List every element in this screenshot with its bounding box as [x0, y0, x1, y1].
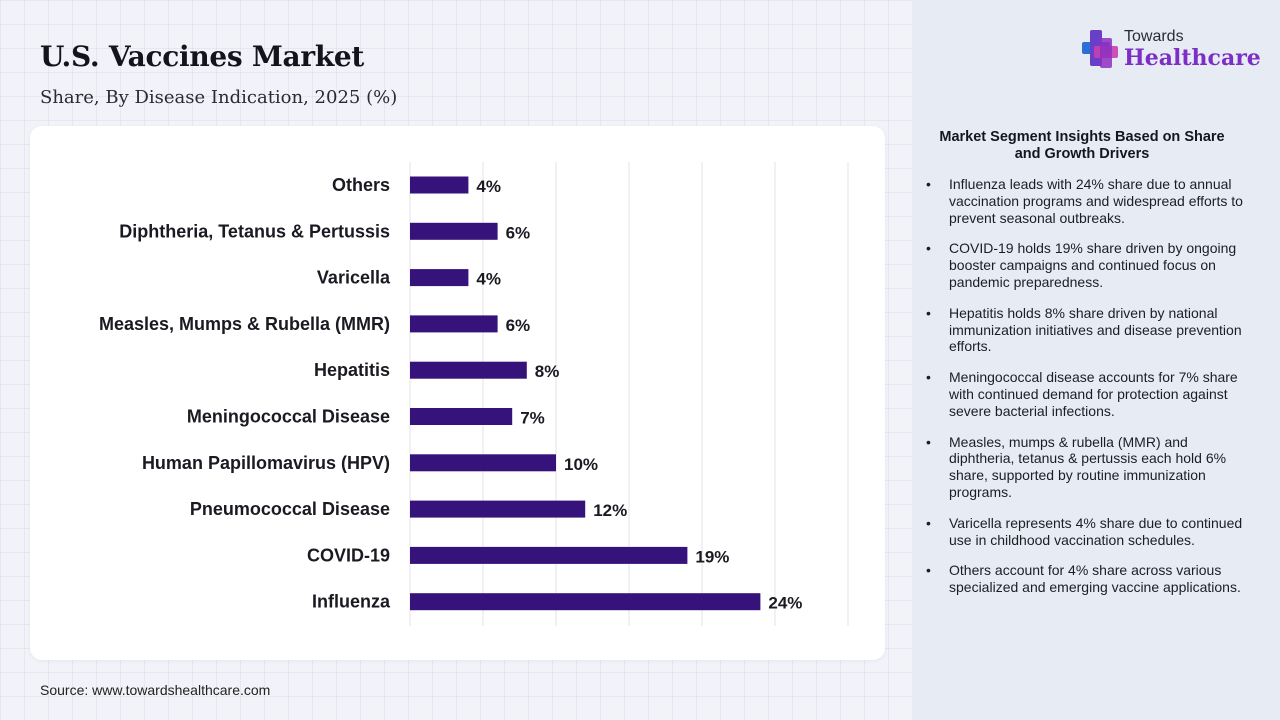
- bar: [410, 454, 556, 472]
- insight-text: Varicella represents 4% share due to con…: [949, 514, 1243, 548]
- insight-item: • Others account for 4% share across vari…: [922, 562, 1250, 596]
- category-label: Measles, Mumps & Rubella (MMR): [99, 314, 390, 334]
- bar-chart: Others 4% Diphtheria, Tetanus & Pertussis 6…: [99, 162, 849, 626]
- insight-item: • Measles, mumps & rubella (MMR) and diph…: [922, 434, 1250, 501]
- insight-item: • COVID-19 holds 19% share driven by ongo…: [922, 240, 1250, 290]
- insight-item: • Influenza leads with 24% share due to a…: [922, 176, 1250, 226]
- category-label: COVID-19: [307, 545, 390, 565]
- logo-text-bottom: Healthcare: [1124, 45, 1261, 71]
- bullet-icon: •: [926, 304, 931, 321]
- insight-item: • Meningococcal disease accounts for 7% s…: [922, 369, 1250, 419]
- insight-text: COVID-19 holds 19% share driven by ongoi…: [949, 240, 1237, 290]
- value-label: 10%: [564, 455, 598, 474]
- bar: [410, 361, 527, 379]
- bullet-icon: •: [926, 562, 931, 579]
- bar: [410, 222, 498, 240]
- value-label: 8%: [535, 362, 560, 381]
- insights-list: • Influenza leads with 24% share due to a…: [922, 176, 1250, 610]
- bar: [410, 408, 513, 425]
- value-label: 4%: [476, 270, 501, 289]
- page-title: U.S. Vaccines Market: [40, 40, 365, 73]
- insight-text: Hepatitis holds 8% share driven by natio…: [949, 304, 1242, 355]
- insight-text: Meningococcal disease accounts for 7% sh…: [949, 369, 1238, 419]
- category-label: Others: [332, 175, 390, 195]
- value-label: 7%: [520, 409, 545, 428]
- category-label: Human Papillomavirus (HPV): [142, 453, 390, 473]
- insight-text: Others account for 4% share across vario…: [949, 562, 1241, 596]
- value-label: 6%: [506, 223, 531, 242]
- bar: [410, 269, 469, 287]
- bar: [410, 315, 498, 333]
- page-subtitle: Share, By Disease Indication, 2025 (%): [40, 87, 398, 108]
- insights-panel: [912, 0, 1280, 720]
- insight-item: • Varicella represents 4% share due to co…: [922, 515, 1250, 549]
- category-label: Pneumococcal Disease: [190, 499, 390, 519]
- bullet-icon: •: [926, 176, 931, 192]
- bullet-icon: •: [926, 240, 931, 257]
- value-label: 6%: [506, 316, 531, 335]
- value-label: 12%: [593, 501, 627, 520]
- insight-text: Measles, mumps & rubella (MMR) and dipht…: [949, 433, 1227, 500]
- brand-logo: Towards Healthcare: [1080, 28, 1261, 78]
- source-note: Source: www.towardshealthcare.com: [40, 682, 271, 698]
- bar: [410, 500, 586, 518]
- category-label: Meningococcal Disease: [187, 407, 390, 427]
- cross-logo-icon: [1082, 30, 1118, 68]
- logo-text-top: Towards: [1124, 28, 1184, 45]
- bar: [410, 593, 761, 611]
- bullet-icon: •: [926, 433, 931, 450]
- value-label: 4%: [476, 177, 501, 196]
- bar: [410, 176, 469, 194]
- category-label: Influenza: [312, 592, 391, 612]
- category-label: Hepatitis: [314, 360, 390, 380]
- bullet-icon: •: [926, 369, 931, 386]
- value-label: 24%: [768, 594, 802, 613]
- insights-title: Market Segment Insights Based on Share a…: [939, 129, 1225, 162]
- bar: [410, 546, 688, 564]
- category-label: Varicella: [317, 268, 391, 288]
- value-label: 19%: [695, 547, 729, 566]
- insight-text: Influenza leads with 24% share due to an…: [949, 176, 1243, 226]
- insight-item: • Hepatitis holds 8% share driven by nati…: [922, 305, 1250, 355]
- bullet-icon: •: [926, 514, 931, 531]
- category-label: Diphtheria, Tetanus & Pertussis: [119, 221, 390, 241]
- chart-card: Others 4% Diphtheria, Tetanus & Pertussis 6…: [30, 126, 885, 660]
